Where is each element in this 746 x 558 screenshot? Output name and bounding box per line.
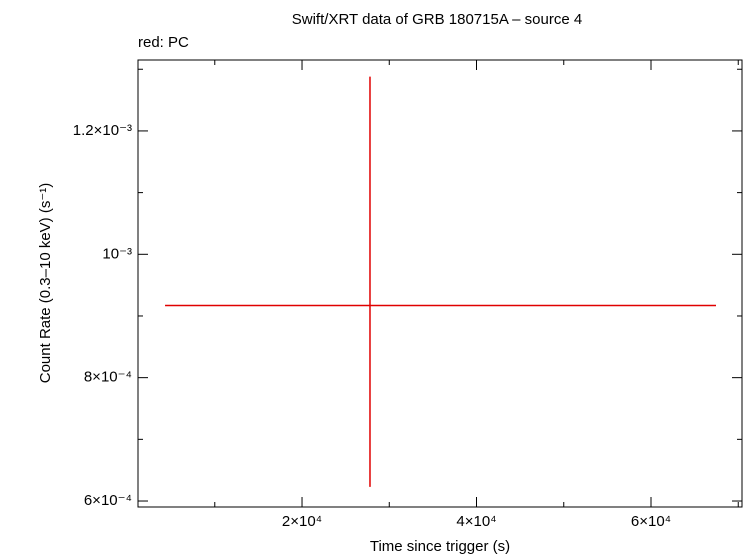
y-tick-label: 8×10⁻⁴ (84, 369, 132, 386)
y-tick-label: 6×10⁻⁴ (84, 492, 132, 509)
chart-title: Swift/XRT data of GRB 180715A – source 4 (292, 11, 582, 28)
y-tick-label: 1.2×10⁻³ (73, 122, 132, 139)
plot-frame (137, 59, 743, 508)
x-axis-label: Time since trigger (s) (370, 538, 510, 555)
y-tick-label: 10⁻³ (102, 245, 132, 262)
x-tick-label: 6×10⁴ (631, 513, 671, 530)
chart-subtitle: red: PC (138, 34, 189, 51)
x-tick-label: 2×10⁴ (282, 513, 322, 530)
y-axis-label: Count Rate (0.3–10 keV) (s⁻¹) (37, 183, 54, 384)
x-tick-label: 4×10⁴ (456, 513, 496, 530)
